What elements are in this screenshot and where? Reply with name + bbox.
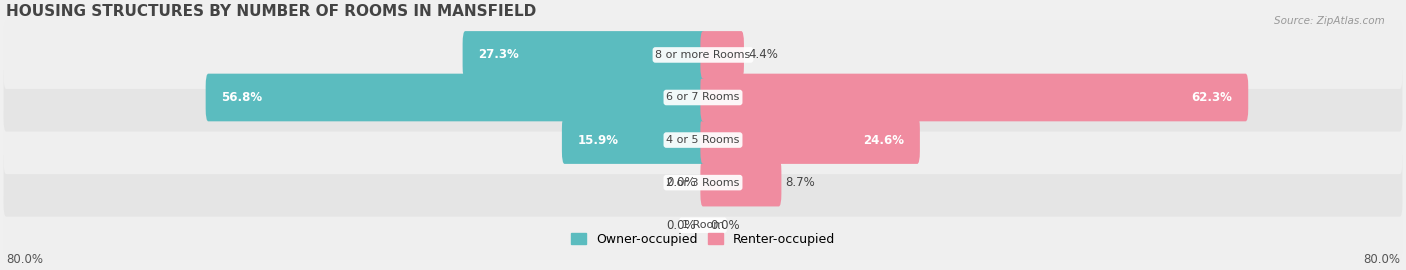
Text: 4 or 5 Rooms: 4 or 5 Rooms <box>666 135 740 145</box>
Text: 1 Room: 1 Room <box>682 220 724 230</box>
FancyBboxPatch shape <box>205 74 706 121</box>
FancyBboxPatch shape <box>700 31 744 79</box>
Legend: Owner-occupied, Renter-occupied: Owner-occupied, Renter-occupied <box>567 228 839 251</box>
FancyBboxPatch shape <box>4 191 1402 259</box>
Text: 80.0%: 80.0% <box>1362 253 1400 266</box>
Text: 6 or 7 Rooms: 6 or 7 Rooms <box>666 93 740 103</box>
FancyBboxPatch shape <box>700 116 920 164</box>
Text: 8 or more Rooms: 8 or more Rooms <box>655 50 751 60</box>
Text: 0.0%: 0.0% <box>666 219 696 232</box>
FancyBboxPatch shape <box>4 21 1402 89</box>
Text: 0.0%: 0.0% <box>710 219 740 232</box>
Text: 15.9%: 15.9% <box>578 134 619 147</box>
Text: 8.7%: 8.7% <box>786 176 815 189</box>
Text: HOUSING STRUCTURES BY NUMBER OF ROOMS IN MANSFIELD: HOUSING STRUCTURES BY NUMBER OF ROOMS IN… <box>6 4 537 19</box>
FancyBboxPatch shape <box>4 63 1402 131</box>
FancyBboxPatch shape <box>562 116 706 164</box>
FancyBboxPatch shape <box>700 74 1249 121</box>
Text: 56.8%: 56.8% <box>221 91 263 104</box>
FancyBboxPatch shape <box>700 159 782 207</box>
FancyBboxPatch shape <box>4 106 1402 174</box>
Text: 27.3%: 27.3% <box>478 48 519 62</box>
Text: Source: ZipAtlas.com: Source: ZipAtlas.com <box>1274 16 1385 26</box>
Text: 2 or 3 Rooms: 2 or 3 Rooms <box>666 178 740 188</box>
Text: 4.4%: 4.4% <box>748 48 778 62</box>
Text: 24.6%: 24.6% <box>863 134 904 147</box>
FancyBboxPatch shape <box>463 31 706 79</box>
Text: 62.3%: 62.3% <box>1192 91 1233 104</box>
Text: 80.0%: 80.0% <box>6 253 44 266</box>
FancyBboxPatch shape <box>4 148 1402 217</box>
Text: 0.0%: 0.0% <box>666 176 696 189</box>
